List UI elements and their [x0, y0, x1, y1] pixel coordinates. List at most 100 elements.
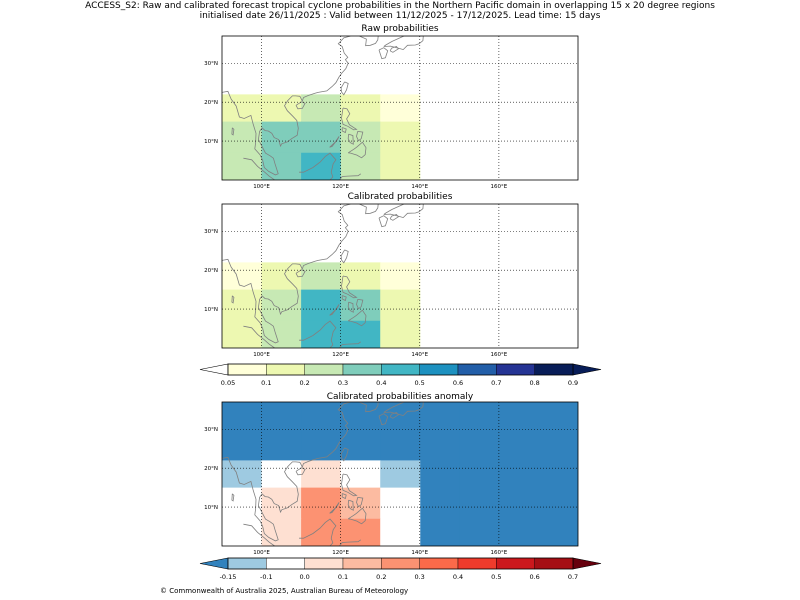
panel-3-coastline-luzon: [341, 473, 358, 497]
panel-1-coastline-japan-kyushu: [378, 47, 389, 60]
panel-3-coastline-mindoro: [341, 493, 347, 500]
panel-1-cell: [222, 152, 263, 180]
colorbar-probability-swatch: [381, 363, 420, 376]
panel-1-cell: [301, 152, 342, 180]
panel-1-xtick-label: 120°E: [332, 184, 349, 190]
panel-1-cell: [380, 36, 460, 95]
colorbar-anomaly-swatch: [419, 557, 459, 570]
panel-1: Raw probabilities 100°E 120°E 140°E 160°E 10°…: [204, 24, 579, 190]
panel-1-title: Raw probabilities: [361, 24, 439, 34]
colorbar-probability-swatch: [534, 363, 574, 376]
panel-2-xtick-label: 140°E: [411, 352, 428, 358]
colorbar-probability-under-arrow: [199, 363, 229, 376]
colorbar-anomaly-over-arrow: [572, 557, 602, 570]
colorbar-probability-tick-label: 0.5: [414, 379, 424, 387]
panel-1-cell: [340, 94, 381, 123]
panel-2-coastline-borneo: [299, 320, 337, 348]
panel-3-xtick-label: 160°E: [491, 550, 508, 556]
panel-3-frame: [221, 401, 579, 547]
panel-1-xtick-label: 140°E: [411, 184, 428, 190]
panel-1-coastline-luzon: [341, 107, 358, 131]
colorbar-anomaly-tick-label: 0.4: [453, 573, 463, 581]
panel-3-cell: [419, 460, 460, 546]
panel-2-xtick-label: 120°E: [332, 352, 349, 358]
colorbar-probability-tick-label: 0.3: [338, 379, 348, 387]
panel-2-title: Calibrated probabilities: [348, 192, 453, 202]
panel-1-cell: [380, 94, 421, 123]
colorbar-anomaly-tick-label: -0.15: [220, 573, 237, 581]
panel-3-cell: [261, 460, 302, 489]
panel-3-cell: [380, 487, 421, 520]
panel-2-coastline-sulawesi: [339, 341, 362, 348]
panel-1-coastline-taiwan: [340, 81, 349, 96]
colorbar-anomaly-tick-label: 0.3: [414, 573, 424, 581]
panel-1-ytick-label: 20°N: [204, 100, 218, 106]
colorbar-probability-tick-label: 0.7: [491, 379, 501, 387]
panel-2-cell: [380, 289, 421, 322]
panel-3-title: Calibrated probabilities anomaly: [327, 392, 474, 402]
panel-3-cell: [261, 487, 302, 520]
panel-1-coastline-sumatra: [243, 157, 275, 180]
panel-3-cell: [459, 402, 578, 546]
colorbar-anomaly-tick-label: 0.5: [491, 573, 501, 581]
colorbar-anomaly-tick-label: 0.0: [299, 573, 309, 581]
colorbar-anomaly-swatch: [266, 557, 305, 570]
panel-3-cell: [261, 518, 302, 546]
panel-2-coastline-taiwan: [340, 249, 349, 264]
panel-1-cell: [301, 36, 381, 95]
panel-3-coastline-palawan: [329, 502, 340, 514]
panel-2-coastline-samar-leyte: [356, 299, 364, 310]
panel-2-cell: [261, 289, 302, 322]
panel-1-cell: [261, 94, 302, 123]
copyright-notice: © Commonwealth of Australia 2025, Austra…: [160, 587, 409, 595]
panel-1-cell: [380, 152, 421, 180]
panel-3-ytick-label: 30°N: [204, 427, 218, 433]
panel-1-cell: [340, 121, 381, 154]
panel-3-cell: [301, 460, 342, 489]
panel-3-xtick-label: 100°E: [253, 550, 270, 556]
colorbar-anomaly-tick-label: 0.1: [338, 573, 348, 581]
colorbar-anomaly-swatch: [304, 557, 344, 570]
panel-2-cell: [261, 320, 302, 348]
colorbar-anomaly: -0.15 -0.1 0.0 0.1 0.2 0.3 0.4 0.5 0.6 0.7: [199, 557, 602, 581]
panel-1-frame: [221, 35, 579, 181]
panel-2-frame: [221, 203, 579, 349]
panel-3-coastline-japan-honshu: [383, 402, 424, 417]
panel-2-coastline-japan-honshu: [383, 204, 424, 219]
panel-1-ytick-label: 30°N: [204, 61, 218, 67]
panel-1-coastline-korea: [359, 36, 379, 47]
panel-2-xtick-label: 160°E: [491, 352, 508, 358]
panel-3-coastline-andaman: [231, 493, 235, 502]
colorbar-anomaly-tick-label: 0.6: [529, 573, 539, 581]
panel-2-coastline-japan-kyushu: [378, 215, 389, 228]
panel-1-map-area: [222, 36, 578, 180]
panel-2-coastline-luzon: [341, 275, 358, 299]
panel-1-coastline-asia-mainland: [222, 36, 351, 176]
panel-1-cell: [459, 36, 578, 180]
panel-3-xtick-label: 120°E: [332, 550, 349, 556]
panel-3: Calibrated probabilities anomaly 100°E 120…: [204, 392, 579, 556]
panel-3-ytick-label: 10°N: [204, 505, 218, 511]
panel-2-ytick-label: 30°N: [204, 229, 218, 235]
panel-2-cell: [222, 320, 263, 348]
panel-2-coastline-korea: [359, 204, 379, 215]
panel-3-coastline-sumatra: [243, 523, 275, 546]
panel-2-cell: [340, 262, 381, 291]
colorbar-probability: 0.05 0.1 0.2 0.3 0.4 0.5 0.6 0.7 0.8 0.9: [199, 363, 602, 387]
colorbar-probability-swatch: [342, 363, 382, 376]
panel-1-xtick-label: 100°E: [253, 184, 270, 190]
panel-3-cell: [222, 487, 263, 520]
colorbar-probability-tick-label: 0.6: [453, 379, 463, 387]
colorbar-probability-swatch: [457, 363, 497, 376]
panel-1-cell: [222, 36, 302, 95]
panel-2-cell: [222, 204, 302, 263]
panel-2-coastline-panay-negros: [347, 301, 354, 313]
colorbar-probability-frame: [227, 363, 574, 376]
panel-2-coastline-asia-mainland: [222, 204, 351, 344]
panel-1-coastline-palawan: [329, 136, 340, 148]
panel-3-coastline-taiwan: [340, 447, 349, 462]
colorbar-probability-tick-label: 0.9: [568, 379, 578, 387]
colorbar-anomaly-swatch: [342, 557, 382, 570]
panel-2-ytick-label: 10°N: [204, 307, 218, 313]
panel-3-coastline-japan-kyushu: [378, 413, 389, 426]
